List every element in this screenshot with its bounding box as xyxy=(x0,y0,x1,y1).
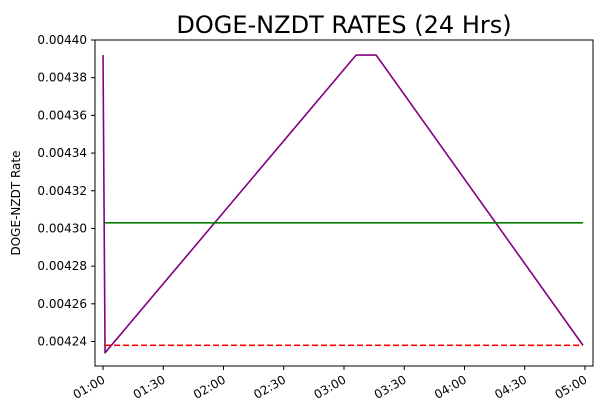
x-tick-label: 01:30 xyxy=(131,372,168,401)
y-axis-label: DOGE-NZDT Rate xyxy=(9,151,23,256)
y-tick-label: 0.00434 xyxy=(37,146,87,160)
series-line-1 xyxy=(102,54,584,354)
x-tick-label: 01:00 xyxy=(71,372,108,401)
y-tick-label: 0.00440 xyxy=(37,33,87,47)
y-tick-label: 0.00430 xyxy=(37,221,87,235)
y-tick-label: 0.00424 xyxy=(37,335,87,349)
y-tick-label: 0.00438 xyxy=(37,71,87,85)
axes-layer: 0.00424 0.00426 0.00428 0.00430 0.00432 0.004… xyxy=(37,33,589,402)
x-tick-label: 02:30 xyxy=(251,372,288,401)
x-tick-label: 03:30 xyxy=(372,372,409,401)
y-tick-label: 0.00432 xyxy=(37,184,87,198)
plot-frame xyxy=(94,39,594,367)
y-tick-label: 0.00436 xyxy=(37,108,87,122)
x-tick-label: 02:00 xyxy=(191,372,228,401)
x-tick-label: 04:30 xyxy=(492,372,529,401)
y-tick-label: 0.00426 xyxy=(37,297,87,311)
x-tick-label: 04:00 xyxy=(432,372,469,401)
chart-title: DOGE-NZDT RATES (24 Hrs) xyxy=(176,11,511,39)
y-tick-label: 0.00428 xyxy=(37,259,87,273)
x-tick-label: 05:00 xyxy=(553,372,590,401)
x-tick-label: 03:00 xyxy=(312,372,349,401)
series-layer xyxy=(102,54,584,354)
